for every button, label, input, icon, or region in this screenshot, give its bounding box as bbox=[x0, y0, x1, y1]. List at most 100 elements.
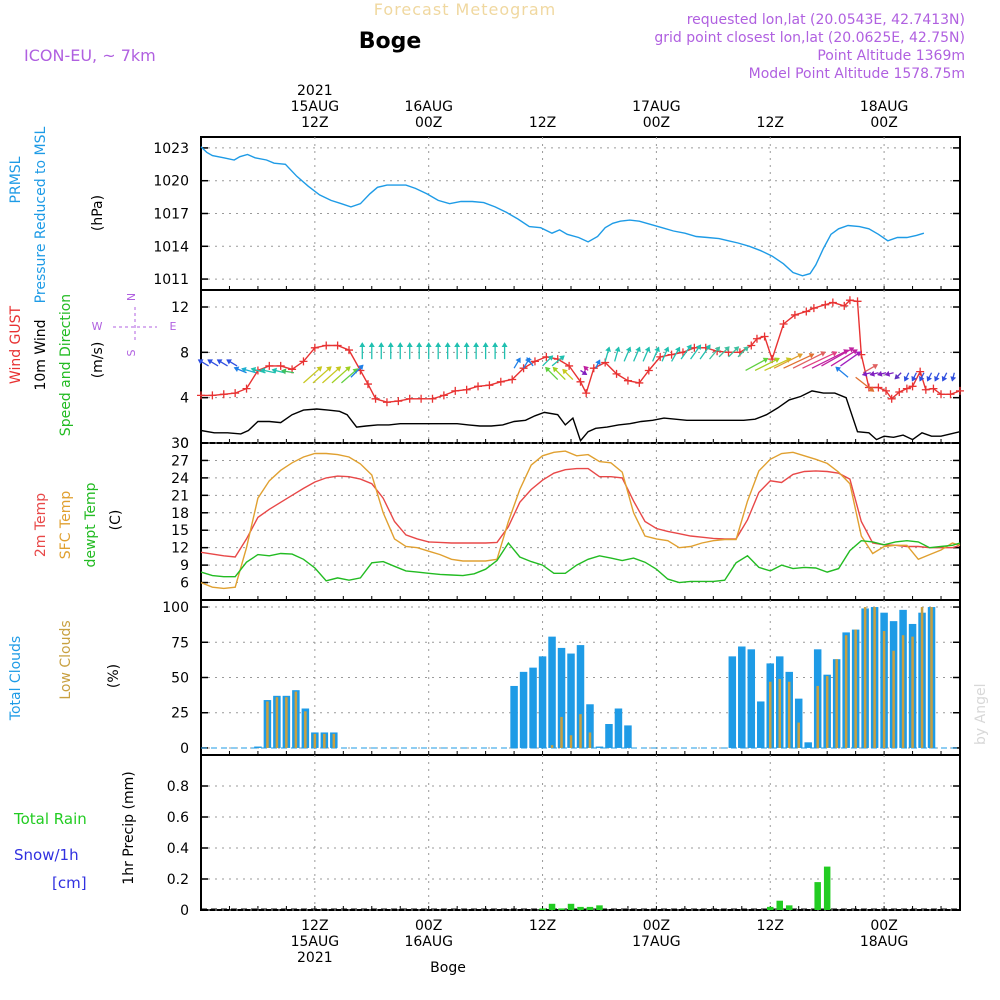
gust-marker bbox=[474, 382, 483, 391]
total-cloud-bar bbox=[738, 646, 746, 748]
snow-unit-legend: [cm] bbox=[52, 874, 87, 892]
wind-arrow-head bbox=[820, 351, 826, 357]
top-time-label: 12Z bbox=[757, 115, 784, 131]
wind-arrow-head bbox=[378, 342, 385, 348]
total-cloud-bar bbox=[510, 685, 518, 748]
gust-marker bbox=[881, 386, 890, 395]
low-cloud-bar bbox=[863, 607, 867, 748]
gust-marker bbox=[451, 386, 460, 395]
footer-location: Boge bbox=[430, 960, 466, 976]
low-cloud-bar bbox=[294, 691, 298, 748]
wind-arrow bbox=[821, 347, 854, 367]
wind-arrow-head bbox=[675, 346, 681, 353]
wind-arrow-head bbox=[663, 346, 670, 353]
model-label: ICON-EU, ~ 7km bbox=[24, 46, 156, 65]
y-tick-label: 1017 bbox=[153, 207, 189, 223]
gust-marker bbox=[845, 296, 854, 305]
gust-marker bbox=[530, 357, 539, 366]
low-cloud-bar bbox=[892, 650, 895, 748]
wind-arrow-head bbox=[762, 357, 769, 363]
wind-arrow-head bbox=[869, 370, 875, 377]
temperature-side-label: SFC Temp bbox=[58, 491, 74, 560]
y-tick-label: 24 bbox=[171, 471, 189, 487]
gust-marker bbox=[644, 366, 653, 375]
wind-arrow-head bbox=[581, 369, 588, 375]
gust-marker bbox=[840, 301, 849, 310]
gust-marker bbox=[299, 357, 308, 366]
total-cloud-bar bbox=[567, 653, 575, 748]
wind-arrow-head bbox=[425, 342, 432, 348]
total-cloud-bar bbox=[538, 656, 547, 748]
top-time-label: 18AUG bbox=[860, 99, 909, 115]
wind-arrow bbox=[303, 366, 322, 384]
rain-bar bbox=[558, 908, 565, 910]
wind-side-label: Speed and Direction bbox=[58, 294, 74, 436]
low-cloud-bar bbox=[854, 629, 857, 748]
rain-bar bbox=[814, 882, 821, 910]
y-tick-label: 8 bbox=[180, 345, 189, 361]
gust-marker bbox=[242, 384, 251, 393]
temperature-side-label: 2m Temp bbox=[33, 493, 49, 557]
gust-marker bbox=[276, 361, 285, 370]
low-cloud-bar bbox=[275, 697, 279, 748]
y-tick-label: 0.2 bbox=[167, 872, 189, 888]
y-tick-label: 18 bbox=[171, 506, 189, 522]
wind-arrow-head bbox=[926, 375, 932, 382]
wind-arrow-head bbox=[552, 366, 559, 373]
wind-arrow-head bbox=[872, 364, 879, 370]
low-cloud-bar bbox=[588, 732, 592, 748]
top-time-label: 00Z bbox=[870, 115, 897, 131]
y-tick-label: 4 bbox=[180, 391, 189, 407]
clouds-side-label: Low Clouds bbox=[58, 620, 74, 699]
wind-arrow-head bbox=[335, 366, 342, 372]
total-cloud-bar bbox=[576, 645, 585, 748]
wind-arrow-head bbox=[605, 346, 611, 352]
gust-marker bbox=[405, 394, 414, 403]
bottom-time-label: 17AUG bbox=[632, 934, 681, 950]
y-tick-label: 1014 bbox=[153, 239, 189, 255]
wind-arrow-head bbox=[515, 357, 521, 364]
wind-arrow-head bbox=[416, 342, 423, 348]
wind-arrow-head bbox=[941, 375, 948, 382]
wind-arrow-head bbox=[654, 346, 660, 353]
bottom-time-label: 00Z bbox=[870, 918, 897, 934]
total-cloud-bar bbox=[519, 671, 528, 748]
gust-marker bbox=[747, 341, 756, 350]
wind-arrow-head bbox=[345, 366, 351, 372]
y-tick-label: 75 bbox=[171, 635, 189, 651]
total-cloud-bar bbox=[614, 708, 623, 748]
wind-arrow-head bbox=[207, 359, 213, 365]
low-cloud-bar bbox=[304, 711, 307, 748]
top-time-label: 15AUG bbox=[291, 99, 340, 115]
wind-arrow-head bbox=[271, 367, 278, 374]
wind-side-label: 10m Wind bbox=[33, 319, 49, 390]
total-cloud-bar bbox=[586, 704, 594, 748]
temperature-unit-label: (C) bbox=[108, 510, 124, 531]
wind-arrow-head bbox=[526, 357, 532, 363]
rain-bar bbox=[785, 905, 793, 910]
clouds-panel: 0 25 50 75 100 Total Clouds Low Clouds (%) bbox=[8, 599, 961, 757]
gust-marker bbox=[382, 398, 391, 407]
gust-marker bbox=[916, 367, 925, 376]
wind-arrow-head bbox=[686, 344, 692, 351]
y-tick-label: 0 bbox=[180, 741, 189, 757]
rain-bar bbox=[596, 905, 603, 910]
rain-bar bbox=[539, 908, 546, 910]
gust-marker bbox=[428, 394, 437, 403]
low-cloud-bar bbox=[550, 745, 554, 748]
y-tick-label: 0.4 bbox=[167, 841, 189, 857]
wind-arrow-head bbox=[473, 342, 480, 348]
gust-marker bbox=[802, 307, 811, 316]
rain-bar bbox=[567, 903, 575, 910]
gust-marker bbox=[612, 369, 621, 378]
gust-marker bbox=[853, 297, 862, 306]
gust-marker bbox=[828, 298, 837, 307]
gust-marker bbox=[439, 391, 448, 400]
gust-marker bbox=[623, 376, 632, 385]
total-cloud-bar bbox=[757, 701, 765, 748]
gust-marker bbox=[565, 361, 574, 370]
gust-marker bbox=[231, 389, 240, 398]
gust-marker bbox=[656, 352, 665, 361]
compass-label: E bbox=[170, 320, 177, 333]
wind-arrow-head bbox=[260, 367, 266, 374]
